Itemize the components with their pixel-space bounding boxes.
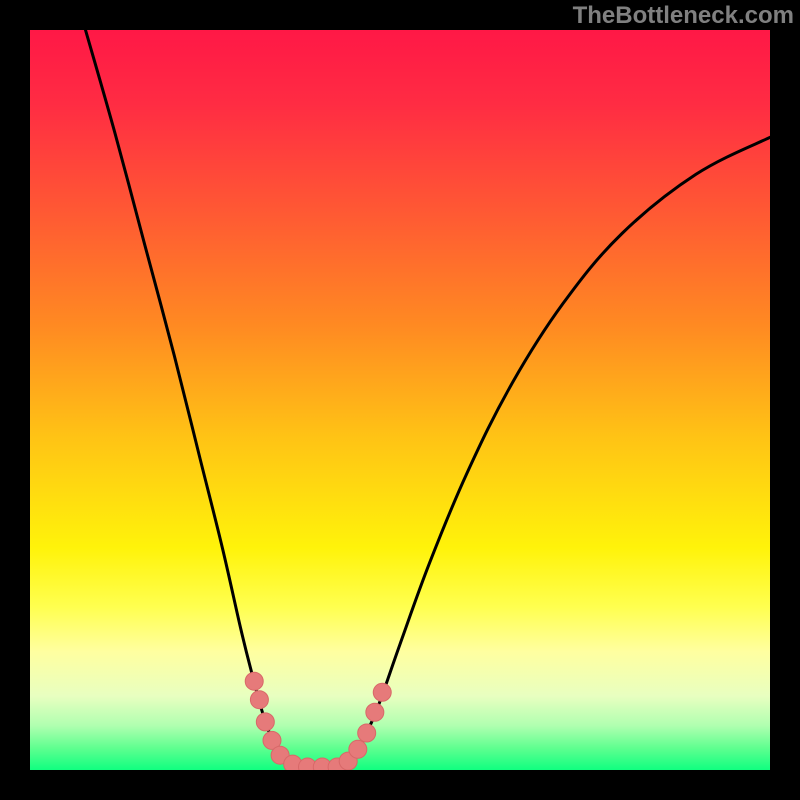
bottleneck-chart (0, 0, 800, 800)
data-marker (373, 683, 391, 701)
data-marker (366, 703, 384, 721)
data-marker (250, 691, 268, 709)
chart-container: TheBottleneck.com (0, 0, 800, 800)
plot-area (30, 30, 770, 770)
data-marker (256, 713, 274, 731)
watermark-text: TheBottleneck.com (573, 2, 794, 30)
data-marker (245, 672, 263, 690)
data-marker (349, 740, 367, 758)
data-marker (358, 724, 376, 742)
